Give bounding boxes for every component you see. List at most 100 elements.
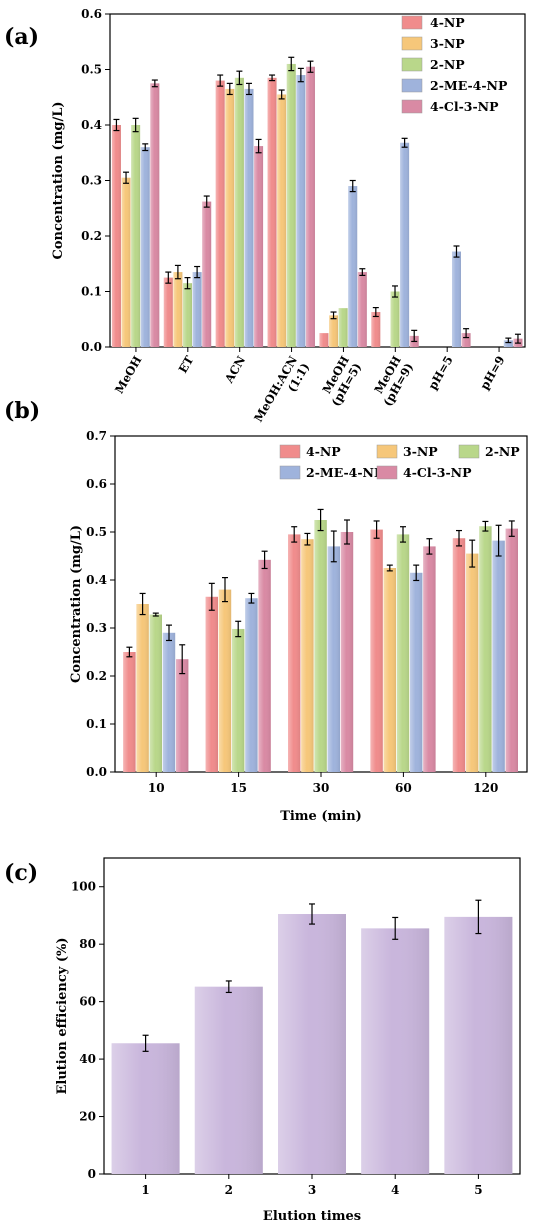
bar-3-NP-shade xyxy=(218,589,232,772)
bar-4-NP-shade xyxy=(288,534,301,772)
bar-4-NP-shade xyxy=(370,529,383,772)
x-tick-label-line: ET xyxy=(176,353,197,375)
bar-4-NP-shade xyxy=(123,652,136,772)
y-axis-label: Elution efficiency (%) xyxy=(55,938,70,1095)
legend-swatch xyxy=(376,444,398,459)
bar-2-NP-shade xyxy=(183,283,193,347)
legend-swatch xyxy=(279,444,301,459)
legend-swatch xyxy=(401,99,423,114)
legend-label: 2-NP xyxy=(485,444,520,459)
bar-4-Cl-3-NP-shade xyxy=(505,528,518,772)
legend-label: 2-ME-4-NP xyxy=(306,465,384,480)
bar-2-ME-4-NP-shade xyxy=(503,340,513,347)
y-tick-label: 0.5 xyxy=(81,63,102,77)
panel-label: (a) xyxy=(4,24,39,50)
x-tick-label: 15 xyxy=(230,781,247,795)
y-tick-label: 0.4 xyxy=(86,573,107,587)
y-tick-label: 100 xyxy=(71,880,96,894)
y-tick-label: 0.6 xyxy=(86,477,107,491)
bar-2-ME-4-NP-shade xyxy=(410,572,423,772)
y-tick-label: 80 xyxy=(79,937,96,951)
legend-swatch xyxy=(376,465,398,480)
bar-4-Cl-3-NP-shade xyxy=(461,333,471,347)
x-tick-label: 1 xyxy=(141,1183,149,1197)
y-tick-label: 0.0 xyxy=(81,340,102,354)
bar-4-Cl-3-NP-shade xyxy=(254,146,264,347)
bar-2-ME-4-NP-shade xyxy=(492,540,505,772)
bar-4-NP-shade xyxy=(215,80,225,347)
panel-label: (b) xyxy=(4,398,40,424)
legend-swatch xyxy=(401,15,423,30)
x-tick-label: pH=5 xyxy=(425,354,455,393)
bar-2-NP-shade xyxy=(131,125,141,347)
legend-swatch xyxy=(458,444,480,459)
y-axis-label: Concentration (mg/L) xyxy=(69,525,84,683)
bar-4-Cl-3-NP-shade xyxy=(202,201,212,347)
y-tick-label: 0.2 xyxy=(86,669,107,683)
bar-4-NP-shade xyxy=(452,538,466,772)
y-tick-label: 0.3 xyxy=(81,174,102,188)
x-tick-label: ACN xyxy=(221,353,248,386)
x-tick-label-line: pH=9 xyxy=(477,354,507,393)
bar-elution-shade xyxy=(444,916,513,1174)
legend-label: 4-Cl-3-NP xyxy=(430,99,499,114)
legend-label: 2-ME-4-NP xyxy=(430,78,508,93)
bar-4-Cl-3-NP-shade xyxy=(305,66,315,347)
bar-2-NP-shade xyxy=(286,63,296,347)
y-tick-label: 0.1 xyxy=(86,717,107,731)
bar-2-NP-shade xyxy=(234,77,244,347)
legend-label: 3-NP xyxy=(430,36,465,51)
bar-2-ME-4-NP-shade xyxy=(245,598,258,772)
bar-3-NP-shade xyxy=(225,88,235,348)
bar-2-NP-shade xyxy=(232,628,245,772)
bar-3-NP-shade xyxy=(277,94,287,347)
bar-4-NP-shade xyxy=(205,596,218,772)
x-axis-label: Elution times xyxy=(263,1209,361,1224)
bar-4-NP-shade xyxy=(267,77,277,347)
bar-4-Cl-3-NP-shade xyxy=(150,83,160,347)
bar-4-Cl-3-NP-shade xyxy=(340,532,354,772)
y-tick-label: 0.6 xyxy=(81,7,102,21)
bar-4-Cl-3-NP-shade xyxy=(258,559,271,772)
bar-4-NP-shade xyxy=(163,277,173,347)
x-tick-label-line: ACN xyxy=(221,353,248,386)
x-tick-label: 30 xyxy=(313,781,330,795)
bar-4-Cl-3-NP-shade xyxy=(176,659,189,772)
bar-2-ME-4-NP-shade xyxy=(451,251,461,347)
bar-4-NP-shade xyxy=(371,312,381,347)
x-tick-label-line: pH=5 xyxy=(425,354,455,393)
x-tick-label-line: MeOH xyxy=(112,353,145,396)
bar-2-NP-shade xyxy=(338,308,348,347)
x-tick-label: 10 xyxy=(148,781,165,795)
x-tick-label: MeOH(pH=5) xyxy=(316,353,364,408)
bar-3-NP-shade xyxy=(329,315,339,347)
x-axis-label: Time (min) xyxy=(280,809,362,824)
legend-label: 3-NP xyxy=(403,444,438,459)
panel-b: (b) 0.0 0.1 0.2 0.3 0.4 0.5 0.6 0.7 Concentration… xyxy=(4,398,528,824)
bar-2-ME-4-NP-shade xyxy=(327,546,340,772)
y-tick-label: 0.5 xyxy=(86,525,107,539)
y-tick-label: 0.1 xyxy=(81,285,102,299)
bar-2-ME-4-NP-shade xyxy=(192,272,202,347)
y-tick-label: 0.3 xyxy=(86,621,107,635)
bar-3-NP-shade xyxy=(383,568,396,772)
x-tick-label: 3 xyxy=(308,1183,316,1197)
bar-3-NP-shade xyxy=(301,539,314,772)
bar-2-NP-shade xyxy=(396,534,410,772)
bar-4-NP-shade xyxy=(319,333,329,347)
bar-4-Cl-3-NP-shade xyxy=(423,546,436,772)
bar-4-NP-shade xyxy=(111,125,121,347)
legend-swatch xyxy=(401,78,423,93)
bar-2-NP-shade xyxy=(314,520,327,772)
y-tick-label: 0.2 xyxy=(81,229,102,243)
bar-elution-shade xyxy=(111,1043,180,1174)
legend-swatch xyxy=(401,57,423,72)
bar-2-NP-shade xyxy=(479,526,492,772)
y-tick-label: 60 xyxy=(79,995,96,1009)
x-tick-label: 2 xyxy=(225,1183,233,1197)
legend-label: 4-NP xyxy=(306,444,341,459)
bar-2-ME-4-NP-shade xyxy=(296,75,306,348)
x-tick-label: MeOH(pH=9) xyxy=(368,353,416,408)
y-tick-label: 0.0 xyxy=(86,765,107,779)
